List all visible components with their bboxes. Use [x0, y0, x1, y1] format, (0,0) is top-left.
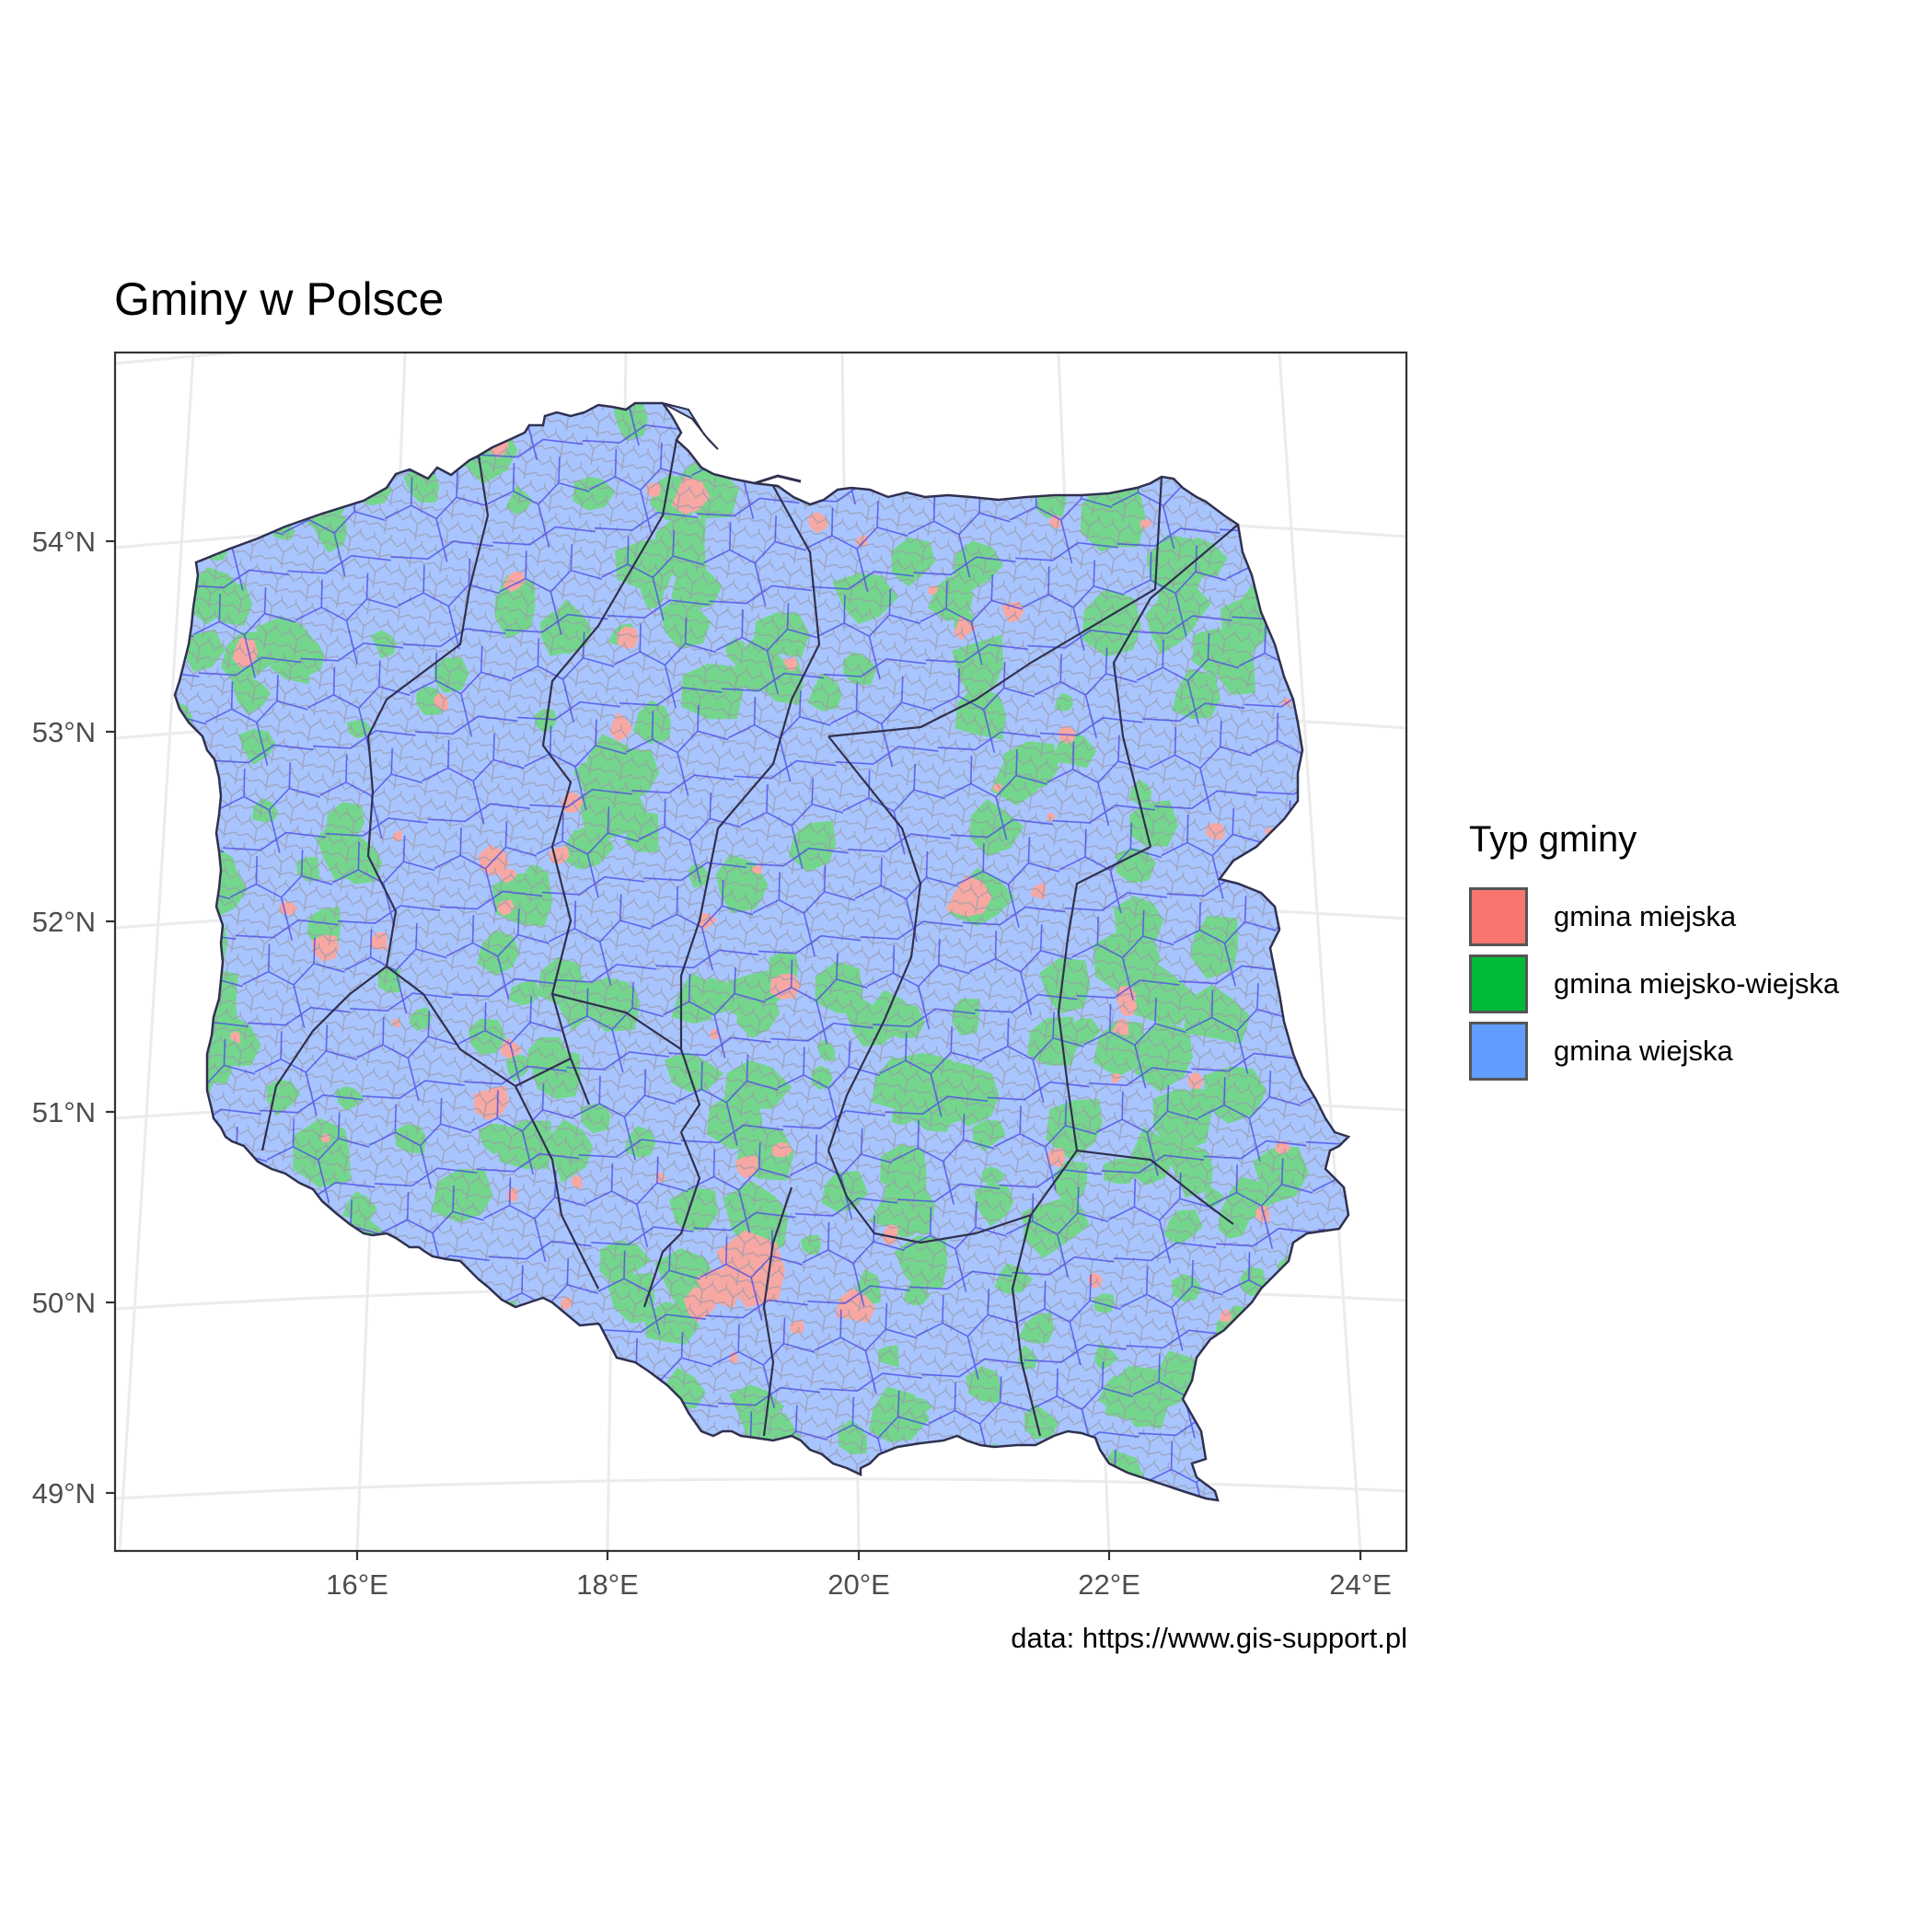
x-tick-label: 20°E	[827, 1568, 890, 1601]
vistula-spit	[662, 402, 719, 450]
y-tick-label: 52°N	[32, 906, 96, 938]
legend: Typ gminy gmina miejska gmina miejsko-wi…	[1469, 819, 1839, 1084]
legend-label: gmina miejska	[1554, 899, 1737, 932]
legend-key-gmina-miejsko-wiejska	[1469, 954, 1528, 1013]
legend-item-gmina-miejsko-wiejska: gmina miejsko-wiejska	[1469, 950, 1839, 1017]
x-tick-label: 22°E	[1078, 1568, 1140, 1601]
poland-map	[173, 401, 1350, 1502]
x-tick-labels: 16°E 18°E 20°E 22°E 24°E	[326, 1568, 1392, 1601]
legend-key-gmina-miejska	[1469, 886, 1528, 946]
gridline-lon-14	[118, 353, 195, 1551]
legend-key-gmina-wiejska	[1469, 1021, 1528, 1081]
legend-title: Typ gminy	[1469, 819, 1637, 860]
gridline-lon-24	[1278, 353, 1362, 1551]
chart-title: Gminy w Polsce	[114, 273, 445, 325]
hel-peninsula	[754, 474, 802, 485]
y-tick-label: 53°N	[32, 716, 96, 748]
panel-border	[113, 351, 1408, 1553]
legend-label: gmina miejsko-wiejska	[1554, 966, 1840, 1000]
gridline-lat-49	[115, 1477, 1406, 1500]
legend-label: gmina wiejska	[1554, 1034, 1733, 1067]
x-tick-label: 24°E	[1329, 1568, 1392, 1601]
x-tick-label: 16°E	[326, 1568, 388, 1601]
y-tick-label: 51°N	[32, 1096, 96, 1128]
x-tick-label: 18°E	[576, 1568, 639, 1601]
legend-item-gmina-miejska: gmina miejska	[1469, 883, 1839, 950]
legend-item-gmina-wiejska: gmina wiejska	[1469, 1017, 1839, 1084]
y-axis	[106, 539, 115, 1495]
x-axis	[355, 1551, 1362, 1560]
y-tick-label: 54°N	[32, 526, 96, 558]
data-source-caption: data: https://www.gis-support.pl	[1011, 1622, 1407, 1654]
y-tick-label: 50°N	[32, 1287, 96, 1319]
y-tick-label: 49°N	[32, 1477, 96, 1510]
voivodeship-borders	[260, 439, 1239, 1437]
y-tick-labels: 54°N 53°N 52°N 51°N 50°N 49°N	[32, 526, 96, 1510]
